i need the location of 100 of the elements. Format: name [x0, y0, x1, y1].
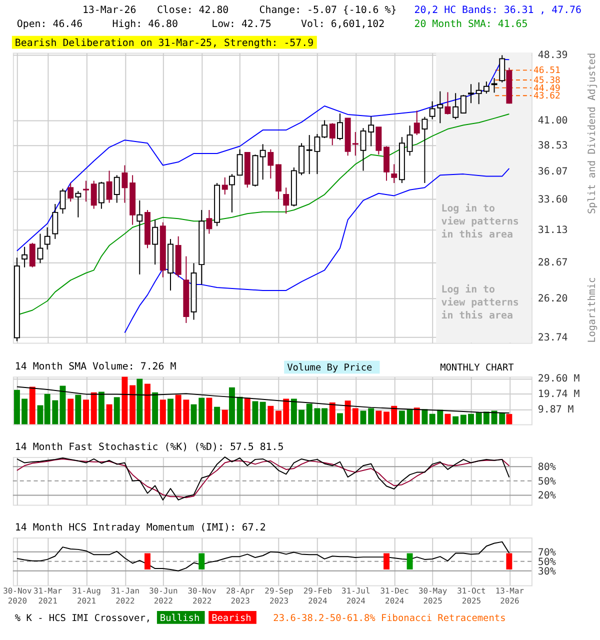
candlestick	[376, 126, 382, 156]
ref-line-label: 45.38	[533, 76, 560, 86]
bar	[152, 392, 158, 424]
candlestick	[152, 219, 158, 266]
bar	[406, 409, 413, 424]
candlestick	[283, 187, 290, 214]
candlestick	[22, 246, 28, 268]
candlestick	[37, 233, 44, 264]
text: 13-Mar-26	[82, 5, 136, 16]
text: MONTHLY CHART	[440, 362, 514, 374]
y-tick-label: 26.20	[538, 293, 568, 304]
text: Logarithmic	[587, 277, 598, 343]
candlestick	[437, 90, 444, 124]
candlestick	[452, 92, 459, 120]
bar	[376, 410, 382, 424]
bar	[114, 397, 120, 424]
candlestick	[122, 164, 128, 204]
text: Bearish	[212, 612, 252, 624]
bar	[60, 386, 66, 424]
bar	[83, 400, 89, 424]
bar	[329, 402, 336, 424]
candlestick	[368, 116, 374, 147]
x-tick-label: 31-Mar 2021	[33, 586, 62, 606]
text: Open: 46.46	[16, 18, 83, 30]
y-tick-label: 31.13	[538, 225, 568, 236]
x-tick-label: 29-Feb 2024	[303, 586, 332, 606]
candlestick	[60, 188, 66, 214]
x-tick-label: 31-Jul 2024	[342, 586, 370, 606]
y-tick-label: 23.74	[538, 332, 568, 344]
x-tick-label: 30-Jun 2022	[149, 586, 178, 606]
bar	[422, 409, 428, 424]
bar	[244, 398, 250, 424]
x-tick-label: 31-Dec 2024	[380, 586, 410, 606]
bar	[130, 385, 136, 424]
bar	[160, 400, 166, 424]
bar	[75, 394, 82, 424]
candlestick	[429, 100, 436, 120]
text: 23.6-38.2-50-61.8% Fibonacci Retracements	[273, 612, 506, 624]
text: 20 Month SMA: 41.65	[414, 18, 528, 30]
chart-title: 14 Month Fast Stochastic (%K) (%D): 57.5 81.5	[14, 442, 284, 454]
y-tick-label: 30%	[538, 566, 556, 578]
x-tick-label: 28-Apr 2023	[226, 586, 255, 606]
candlestick	[236, 148, 243, 176]
candlestick	[329, 122, 336, 146]
candlestick	[336, 113, 343, 141]
annotation: Log in to view patterns in this area	[441, 202, 519, 240]
x-tick-label: 29-Sep 2023	[264, 586, 294, 606]
y-tick-label: 70%	[538, 547, 556, 558]
candlestick	[391, 164, 398, 184]
candlestick	[29, 242, 36, 268]
x-tick-label: 30-May 2025	[418, 586, 448, 606]
text: 20,2 HC Bands: 36.31 , 47.76	[414, 5, 582, 16]
y-tick-label: 28.67	[538, 258, 568, 269]
candlestick	[491, 78, 498, 94]
text: Low: 42.75	[212, 18, 272, 30]
chart-title: 14 Month HCS Intraday Momentum (IMI): 67.2	[14, 522, 266, 534]
bar	[29, 386, 36, 424]
text: Vol: 6,601,102	[300, 18, 385, 30]
candlestick	[136, 200, 143, 275]
candlestick	[44, 226, 50, 250]
text: Volume By Price	[287, 362, 372, 374]
bar	[144, 384, 150, 424]
annotation: Log in to view patterns in this area	[441, 284, 519, 322]
candlestick	[422, 116, 428, 184]
y-tick-label: 50%	[538, 556, 556, 568]
bar	[106, 404, 112, 424]
bar	[168, 398, 174, 424]
bar	[236, 396, 243, 424]
x-tick-label: 30-Nov 2022	[188, 586, 217, 606]
text: Bullish	[160, 612, 200, 624]
x-tick-label: 31-Aug 2021	[72, 586, 102, 606]
y-tick-label: 48.39	[538, 50, 568, 61]
bar	[268, 406, 274, 424]
bar	[260, 402, 266, 424]
y-axis-title: Split and Dividend Adjusted	[587, 52, 598, 214]
bar	[122, 376, 128, 424]
bar	[68, 398, 74, 424]
bar	[252, 401, 258, 424]
y-tick-label: 20%	[538, 490, 556, 502]
candlestick	[52, 203, 58, 240]
candlestick	[68, 182, 74, 202]
candlestick	[444, 92, 451, 115]
ref-line-label: 43.62	[533, 92, 560, 102]
text: Change: -5.07 {-10.6 %}	[259, 5, 397, 16]
candlestick	[360, 128, 366, 172]
candlestick	[106, 170, 112, 204]
x-tick-label: 31-Oct 2025	[457, 586, 486, 606]
candlestick	[114, 174, 120, 204]
candlestick	[222, 176, 228, 196]
candlestick	[206, 210, 212, 234]
candlestick	[414, 110, 420, 136]
candlestick	[228, 174, 235, 213]
chart-title: Bearish Deliberation on 31-Mar-25, Strength: -57.9	[14, 38, 314, 49]
y-tick-label: 50%	[538, 476, 556, 488]
line-series	[16, 386, 510, 414]
candlestick	[75, 190, 82, 218]
line-series	[16, 541, 510, 572]
bar	[452, 416, 459, 424]
chart-title: 14 Month SMA Volume: 7.26 M	[14, 362, 176, 373]
candlestick	[83, 180, 89, 202]
